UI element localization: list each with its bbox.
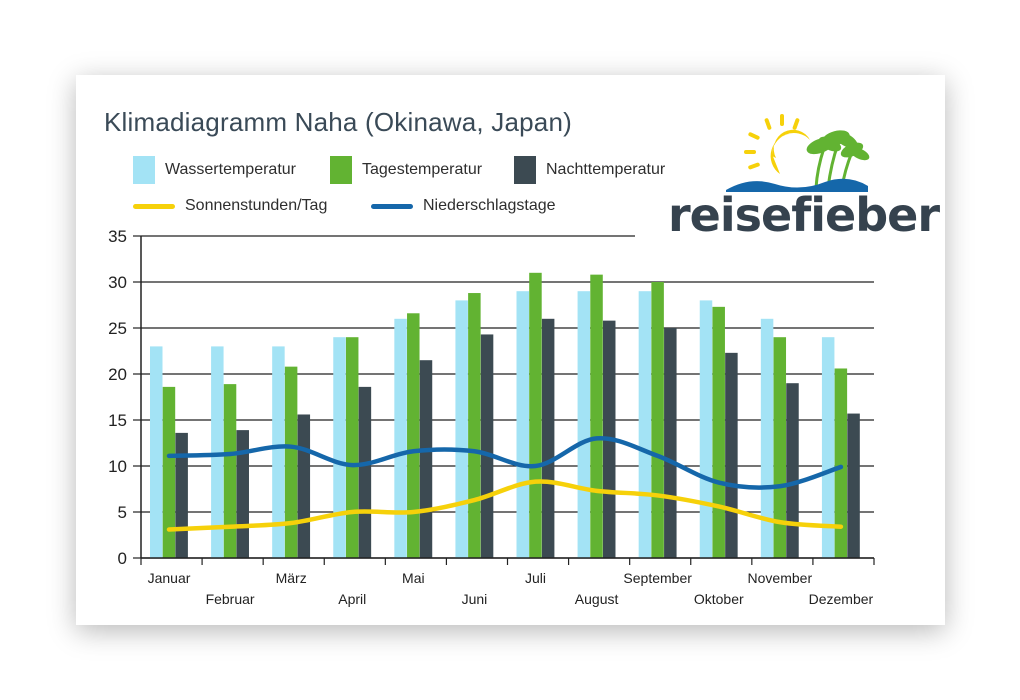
- bar-tagestemperatur: [284, 366, 298, 558]
- bar-tagestemperatur: [223, 384, 237, 558]
- x-tick-label: Juni: [462, 591, 488, 607]
- bar-nachttemperatur: [725, 352, 738, 558]
- bar-tagestemperatur: [407, 313, 420, 558]
- bar-tagestemperatur: [345, 337, 359, 558]
- bar-nachttemperatur: [664, 328, 677, 558]
- bar-wassertemperatur: [394, 318, 407, 558]
- bar-tagestemperatur: [590, 274, 603, 558]
- legend-swatch-tagestemperatur: [330, 156, 352, 184]
- x-tick-label: Januar: [148, 570, 191, 586]
- legend-label-nachttemperatur: Nachttemperatur: [546, 161, 666, 178]
- palm-trees-icon: [806, 130, 870, 189]
- legend-item-sonnenstunden: Sonnenstunden/Tag: [133, 197, 327, 215]
- bar-wassertemperatur: [455, 300, 468, 558]
- bar-wassertemperatur: [760, 318, 774, 558]
- bar-nachttemperatur: [786, 383, 799, 558]
- bar-nachttemperatur: [541, 318, 555, 558]
- bar-wassertemperatur: [272, 346, 285, 558]
- y-tick-label: 20: [108, 365, 127, 384]
- y-tick-label: 10: [108, 457, 127, 476]
- bar-tagestemperatur: [162, 386, 176, 558]
- bar-wassertemperatur: [577, 291, 591, 558]
- x-tick-label: Mai: [402, 570, 425, 586]
- x-tick-label: März: [276, 570, 307, 586]
- bar-tagestemperatur: [834, 368, 848, 558]
- sun-icon: [744, 114, 810, 174]
- bar-wassertemperatur: [211, 346, 224, 558]
- line-niederschlagstage: [166, 436, 844, 490]
- legend-item-nachttemperatur: Nachttemperatur: [514, 156, 665, 184]
- legend-swatch-niederschlagstage: [371, 203, 413, 209]
- legend-label-wassertemperatur: Wassertemperatur: [165, 161, 296, 178]
- bar-nachttemperatur: [236, 430, 249, 558]
- x-tick-label: April: [338, 591, 366, 607]
- bar-tagestemperatur: [773, 337, 787, 558]
- legend-swatch-sonnenstunden: [133, 203, 175, 209]
- legend-label-tagestemperatur: Tagestemperatur: [362, 161, 483, 178]
- y-tick-label: 35: [108, 227, 127, 246]
- x-tick-label: August: [575, 591, 619, 607]
- bar-wassertemperatur: [638, 291, 652, 558]
- bar-tagestemperatur: [651, 282, 664, 558]
- bar-nachttemperatur: [419, 360, 433, 558]
- y-tick-label: 0: [118, 549, 127, 568]
- x-tick-label: Juli: [525, 570, 546, 586]
- y-tick-label: 15: [108, 411, 127, 430]
- bar-tagestemperatur: [529, 272, 542, 558]
- y-tick-label: 5: [118, 503, 127, 522]
- x-tick-label: Februar: [206, 591, 255, 607]
- x-tick-label: Oktober: [694, 591, 744, 607]
- line-sonnenstundentag: [166, 479, 844, 532]
- legend-item-niederschlagstage: Niederschlagstage: [371, 197, 556, 215]
- bar-wassertemperatur: [333, 337, 346, 558]
- legend-label-niederschlagstage: Niederschlagstage: [423, 197, 556, 214]
- legend-label-sonnenstunden: Sonnenstunden/Tag: [185, 197, 328, 214]
- bar-tagestemperatur: [468, 293, 481, 558]
- logo-text: reisefieber: [668, 188, 940, 242]
- bar-nachttemperatur: [358, 386, 372, 558]
- y-tick-label: 25: [108, 319, 127, 338]
- bar-nachttemperatur: [480, 334, 494, 558]
- wave-icon: [726, 178, 868, 192]
- x-tick-label: September: [623, 570, 692, 586]
- legend-item-tagestemperatur: Tagestemperatur: [330, 156, 482, 184]
- bar-nachttemperatur: [297, 414, 311, 558]
- x-tick-label: November: [748, 570, 813, 586]
- bar-tagestemperatur: [712, 306, 725, 558]
- legend-item-wassertemperatur: Wassertemperatur: [133, 156, 296, 184]
- bar-wassertemperatur: [516, 291, 529, 558]
- bar-wassertemperatur: [821, 337, 835, 558]
- bar-wassertemperatur: [150, 346, 163, 558]
- legend-swatch-wassertemperatur: [133, 156, 155, 184]
- bar-nachttemperatur: [847, 413, 860, 558]
- x-tick-label: Dezember: [809, 591, 874, 607]
- y-tick-label: 30: [108, 273, 127, 292]
- chart-title: Klimadiagramm Naha (Okinawa, Japan): [104, 107, 572, 137]
- logo-graphic: [726, 114, 870, 192]
- bar-wassertemperatur: [699, 300, 713, 558]
- bar-nachttemperatur: [175, 432, 188, 558]
- legend-swatch-nachttemperatur: [514, 156, 536, 184]
